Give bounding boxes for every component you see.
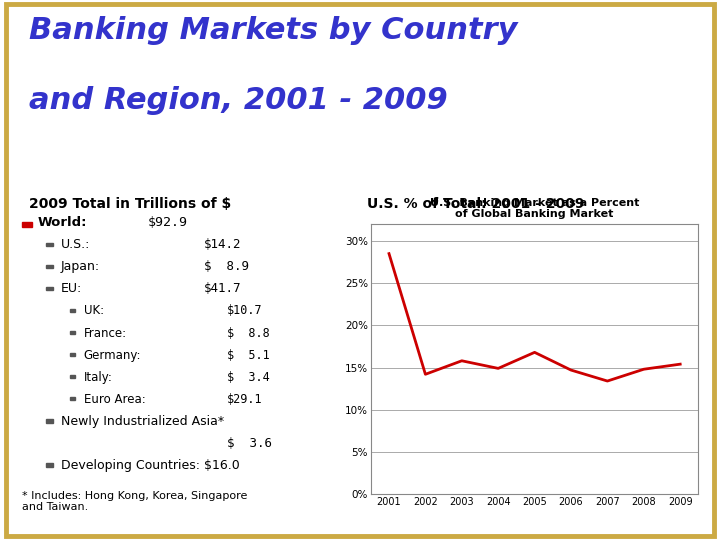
Text: $41.7: $41.7 (204, 282, 241, 295)
Text: Germany:: Germany: (84, 349, 141, 362)
Text: Newly Industrialized Asia*: Newly Industrialized Asia* (60, 415, 224, 428)
Text: $14.2: $14.2 (204, 238, 241, 251)
Bar (22, 222, 32, 227)
Text: $  8.8: $ 8.8 (227, 327, 270, 340)
Bar (46, 463, 53, 467)
Bar (46, 265, 53, 268)
Bar (70, 397, 75, 400)
Bar (70, 375, 75, 378)
Bar (46, 287, 53, 291)
Text: Developing Countries: $16.0: Developing Countries: $16.0 (60, 459, 240, 472)
Text: $  5.1: $ 5.1 (227, 349, 270, 362)
Title: U.S. Banking Market as a Percent
of Global Banking Market: U.S. Banking Market as a Percent of Glob… (430, 198, 639, 219)
Text: U.S. % of Total: 2001 - 2009: U.S. % of Total: 2001 - 2009 (367, 197, 585, 211)
Text: EU:: EU: (60, 282, 82, 295)
Text: France:: France: (84, 327, 127, 340)
Bar (46, 242, 53, 246)
Text: $  8.9: $ 8.9 (204, 260, 249, 273)
Bar (46, 419, 53, 423)
Text: U.S.:: U.S.: (60, 238, 90, 251)
Text: $10.7: $10.7 (227, 305, 263, 318)
Text: $92.9: $92.9 (148, 216, 187, 229)
Text: Italy:: Italy: (84, 371, 113, 384)
Text: Banking Markets by Country: Banking Markets by Country (29, 16, 517, 45)
Text: * Includes: Hong Kong, Korea, Singapore
and Taiwan.: * Includes: Hong Kong, Korea, Singapore … (22, 491, 247, 512)
Text: $  3.6: $ 3.6 (227, 437, 272, 450)
Bar (70, 331, 75, 334)
Text: World:: World: (37, 216, 87, 229)
Text: $  3.4: $ 3.4 (227, 371, 270, 384)
Bar (70, 309, 75, 312)
Text: 2009 Total in Trillions of $: 2009 Total in Trillions of $ (29, 197, 231, 211)
Text: Euro Area:: Euro Area: (84, 393, 145, 406)
Text: Japan:: Japan: (60, 260, 100, 273)
Bar (70, 353, 75, 356)
Text: UK:: UK: (84, 305, 104, 318)
Text: $29.1: $29.1 (227, 393, 263, 406)
Text: and Region, 2001 - 2009: and Region, 2001 - 2009 (29, 86, 448, 116)
